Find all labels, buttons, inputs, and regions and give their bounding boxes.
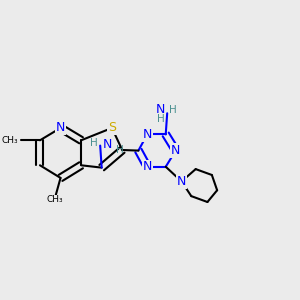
Text: N: N — [171, 144, 180, 157]
Text: S: S — [108, 122, 116, 134]
Text: H: H — [169, 105, 177, 115]
Text: N: N — [56, 122, 65, 134]
Text: CH₃: CH₃ — [47, 196, 64, 205]
Text: CH₃: CH₃ — [2, 136, 19, 145]
Text: N: N — [142, 128, 152, 141]
Text: H: H — [90, 138, 98, 148]
Text: N: N — [103, 138, 112, 151]
Text: N: N — [156, 103, 165, 116]
Text: H: H — [116, 145, 124, 155]
Text: N: N — [177, 175, 186, 188]
Text: N: N — [142, 160, 152, 173]
Text: H: H — [157, 114, 165, 124]
